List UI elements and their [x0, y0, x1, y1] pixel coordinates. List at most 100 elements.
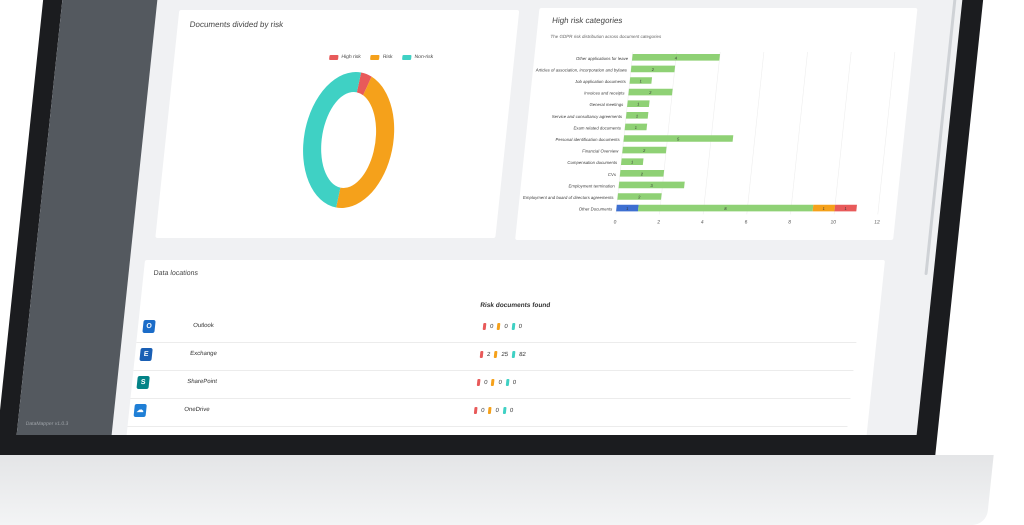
bar-data-label: 1: [822, 206, 826, 211]
bar-data-label: 2: [638, 195, 642, 200]
x-tick-label: 4: [701, 219, 705, 225]
bar-data-label: 2: [641, 171, 645, 176]
bar-segment-red[interactable]: [834, 204, 857, 212]
gridline: [790, 52, 808, 215]
gridline: [615, 52, 634, 215]
bar-segment-orange[interactable]: [812, 204, 836, 212]
legend-item-risk[interactable]: Risk: [370, 54, 393, 60]
bar-segment-blue[interactable]: [616, 204, 639, 212]
exchange-icon: E: [139, 348, 153, 361]
monitor: DataMapper v1.0.3 Documents divided by r…: [0, 0, 994, 525]
bar[interactable]: [631, 54, 720, 61]
bar[interactable]: [619, 170, 665, 177]
non-risk-pip: [511, 351, 516, 358]
bar[interactable]: [628, 88, 673, 96]
bar-data-label: 1: [639, 79, 643, 84]
non-risk-pip: [511, 323, 516, 330]
y-tick-label: Financial Overview: [582, 149, 620, 154]
bar-segment-green[interactable]: [637, 204, 814, 212]
x-tick-label: 2: [657, 219, 661, 225]
donut-card: Documents divided by risk High risk Risk…: [155, 10, 520, 238]
bar[interactable]: [625, 112, 649, 119]
bar-data-label: 1: [626, 206, 630, 211]
sidebar-version: DataMapper v1.0.3: [25, 421, 69, 427]
high-risk-count: 2: [486, 351, 491, 358]
location-name: OneDrive: [183, 407, 210, 413]
bar[interactable]: [618, 181, 685, 189]
legend-swatch-risk: [370, 54, 381, 60]
location-name: SharePoint: [186, 379, 218, 385]
x-tick-label: 12: [874, 219, 880, 225]
non-risk-pip: [505, 379, 510, 386]
donut-card-title: Documents divided by risk: [189, 20, 284, 29]
high-risk-count: 0: [480, 407, 485, 414]
bar[interactable]: [629, 77, 653, 84]
high-risk-pip: [473, 407, 478, 414]
location-row-outlook[interactable]: O Outlook 0 0 0: [136, 315, 860, 343]
legend-swatch-non-risk: [402, 54, 412, 60]
y-tick-label: Other applications for leave: [576, 56, 629, 61]
bar-data-label: 2: [643, 148, 647, 153]
location-name: Exchange: [189, 351, 218, 357]
risk-pip: [496, 323, 501, 330]
y-tick-label: Employment and board of directors agreem…: [523, 195, 614, 200]
legend-item-non-risk[interactable]: Non-risk: [402, 54, 433, 60]
legend-label-high-risk: High risk: [341, 54, 362, 60]
gridline: [833, 52, 852, 215]
gridline: [877, 52, 896, 215]
high-risk-pip: [482, 323, 487, 330]
y-tick-label: Service and consultancy agreements: [552, 114, 623, 119]
risk-pip: [494, 351, 498, 358]
bar-data-label: 2: [651, 67, 655, 72]
data-locations-card: Data locations Risk documents found O Ou…: [125, 260, 886, 435]
risk-pip: [488, 407, 492, 414]
bar[interactable]: [627, 100, 650, 108]
legend-item-high-risk[interactable]: High risk: [329, 54, 361, 60]
legend-label-non-risk: Non-risk: [414, 54, 434, 60]
donut-slice-non-risk[interactable]: [297, 72, 362, 208]
bar-data-label: 1: [634, 125, 638, 130]
gridline: [746, 52, 765, 215]
risk-counts: 0 0 0: [476, 379, 517, 386]
bar-data-label: 2: [649, 90, 653, 95]
x-tick-label: 0: [613, 219, 617, 225]
bar[interactable]: [620, 158, 644, 166]
screen: DataMapper v1.0.3 Documents divided by r…: [16, 0, 964, 435]
bar[interactable]: [617, 193, 662, 200]
y-tick-label: Compensation documents: [567, 160, 617, 165]
high-risk-title: High risk categories: [551, 16, 623, 25]
bar-data-label: 3: [650, 183, 654, 188]
y-tick-label: Personal identification documents: [555, 137, 620, 142]
bar[interactable]: [623, 135, 734, 142]
risk-count: 25: [501, 351, 509, 358]
non-risk-pip: [502, 407, 507, 414]
bar-data-label: 1: [636, 113, 640, 118]
donut-slice-risk[interactable]: [336, 76, 400, 208]
non-risk-count: 82: [518, 351, 527, 358]
monitor-chin: [0, 455, 994, 525]
y-tick-label: Invoices and receipts: [584, 91, 625, 96]
y-tick-label: Other Documents: [579, 207, 613, 212]
bar-data-label: 4: [675, 55, 679, 60]
risk-donut-chart[interactable]: [286, 65, 412, 215]
bar[interactable]: [630, 65, 676, 73]
bar-data-label: 1: [631, 160, 635, 165]
non-risk-count: 0: [518, 323, 523, 330]
legend-swatch-high-risk: [329, 54, 339, 60]
location-name: Outlook: [192, 323, 215, 329]
risk-pip: [491, 379, 495, 386]
donut-slice-high-risk[interactable]: [356, 72, 372, 96]
donut-legend: High risk Risk Non-risk: [329, 54, 433, 60]
y-tick-label: General meetings: [589, 102, 623, 107]
high-risk-count: 0: [489, 323, 494, 330]
high-risk-subtitle: The GDPR risk distribution across docume…: [550, 34, 662, 39]
location-row-exchange[interactable]: E Exchange 2 25 82: [133, 343, 857, 371]
location-row-onedrive[interactable]: ☁ OneDrive 0 0 0: [127, 399, 851, 427]
bar-data-label: 1: [637, 102, 641, 107]
bar[interactable]: [622, 146, 667, 154]
bar-data-label: 1: [844, 206, 848, 211]
location-row-sharepoint[interactable]: S SharePoint 0 0 0: [130, 371, 854, 399]
sharepoint-icon: S: [136, 376, 150, 389]
bar[interactable]: [624, 123, 648, 131]
